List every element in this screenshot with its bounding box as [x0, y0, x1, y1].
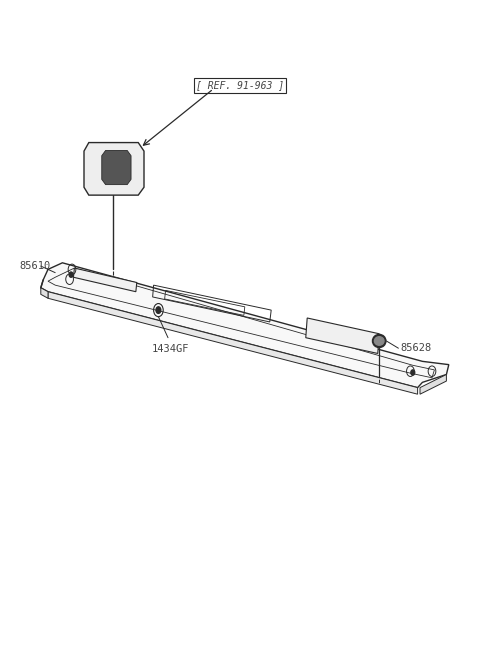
Text: 85628: 85628	[401, 343, 432, 353]
Polygon shape	[306, 318, 379, 353]
Polygon shape	[420, 374, 446, 394]
Circle shape	[69, 272, 73, 277]
Text: [ REF. 91-963 ]: [ REF. 91-963 ]	[196, 80, 284, 91]
Ellipse shape	[374, 336, 384, 346]
Circle shape	[156, 307, 161, 313]
Polygon shape	[84, 143, 144, 195]
Polygon shape	[73, 268, 137, 292]
Text: 85610: 85610	[19, 261, 50, 271]
Polygon shape	[41, 263, 449, 388]
Polygon shape	[102, 150, 131, 185]
Polygon shape	[48, 292, 418, 394]
Circle shape	[411, 370, 415, 375]
Polygon shape	[41, 288, 48, 298]
Ellipse shape	[372, 334, 386, 348]
Text: 1434GF: 1434GF	[152, 344, 189, 354]
